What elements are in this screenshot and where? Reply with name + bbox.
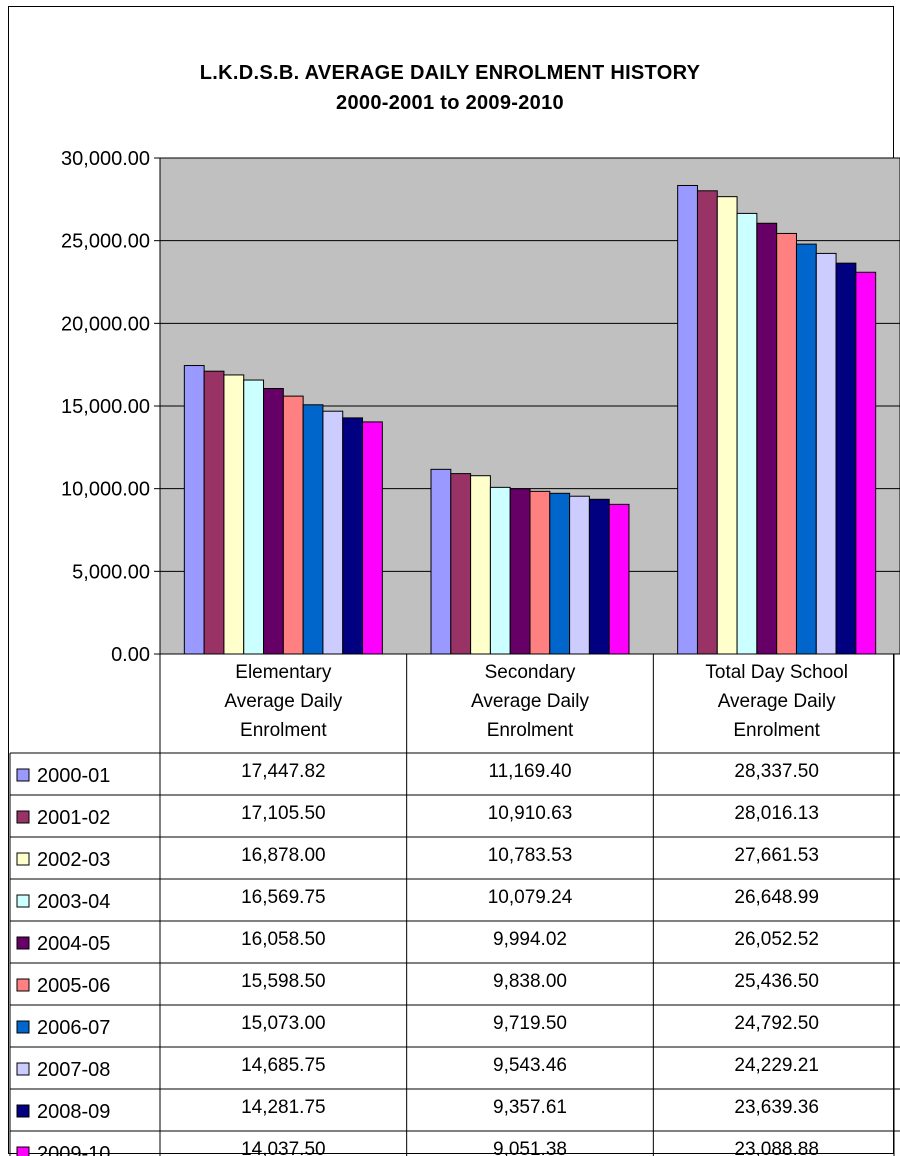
data-label: 15,073.00 — [241, 1013, 326, 1034]
bar — [776, 232, 797, 655]
bar — [263, 387, 284, 655]
data-label: 9,994.02 — [493, 929, 567, 950]
bar — [282, 395, 304, 655]
bar — [489, 486, 511, 655]
category-label: Enrolment — [487, 720, 574, 741]
data-label: 11,169.40 — [488, 761, 571, 782]
bar — [362, 421, 383, 655]
data-label: 14,685.75 — [241, 1055, 326, 1076]
data-label: 16,569.75 — [241, 887, 326, 908]
bar — [835, 262, 857, 655]
bar — [795, 243, 817, 655]
legend-swatch — [16, 1020, 30, 1034]
bar — [183, 365, 205, 655]
category-label: Total Day School — [705, 662, 848, 683]
data-label: 10,079.24 — [488, 887, 573, 908]
bar — [677, 184, 698, 655]
bar — [430, 468, 452, 655]
y-tick-label: 25,000.00 — [61, 231, 150, 253]
y-tick-label: 20,000.00 — [61, 313, 150, 335]
data-label: 24,229.21 — [734, 1055, 819, 1076]
legend-label: 2003-04 — [37, 891, 110, 913]
legend-swatch — [16, 1104, 30, 1118]
data-label: 24,792.50 — [734, 1013, 819, 1034]
legend-swatch — [16, 1146, 30, 1156]
bar — [243, 379, 265, 655]
chart-subtitle: 2000-2001 to 2009-2010 — [336, 92, 564, 114]
category-label: Enrolment — [240, 720, 327, 741]
data-label: 9,719.50 — [493, 1013, 567, 1034]
data-label: 25,436.50 — [734, 971, 819, 992]
data-label: 27,661.53 — [734, 845, 819, 866]
legend-label: 2001-02 — [37, 807, 110, 829]
bar — [450, 473, 472, 655]
bar — [470, 475, 491, 655]
bar — [696, 190, 718, 655]
bar — [608, 503, 630, 655]
y-tick-label: 0.00 — [111, 644, 150, 666]
data-label: 9,838.00 — [493, 971, 567, 992]
data-label: 16,878.00 — [241, 845, 326, 866]
bar — [716, 196, 738, 655]
chart-title: L.K.D.S.B. AVERAGE DAILY ENROLMENT HISTO… — [199, 62, 701, 84]
data-label: 10,910.63 — [488, 803, 573, 824]
legend-label: 2000-01 — [37, 765, 110, 787]
data-label: 28,337.50 — [734, 761, 819, 782]
y-tick-label: 10,000.00 — [61, 479, 150, 501]
category-label: Average Daily — [718, 691, 836, 712]
legend-label: 2008-09 — [37, 1101, 110, 1123]
category-label: Enrolment — [733, 720, 820, 741]
bar — [569, 495, 590, 655]
data-label: 23,088.88 — [734, 1139, 819, 1156]
data-label: 26,052.52 — [734, 929, 819, 950]
legend-label: 2002-03 — [37, 849, 110, 871]
legend-swatch — [16, 894, 30, 908]
bar — [736, 212, 758, 655]
y-tick-label: 15,000.00 — [61, 396, 150, 418]
category-label: Elementary — [235, 662, 332, 683]
bar — [509, 488, 531, 655]
bar — [203, 370, 225, 655]
bar — [529, 490, 551, 655]
data-label: 14,037.50 — [241, 1139, 326, 1156]
data-label: 9,051.38 — [493, 1139, 567, 1156]
legend-swatch — [16, 936, 30, 950]
bar — [322, 410, 344, 655]
bar — [223, 374, 245, 655]
legend-swatch — [16, 768, 30, 782]
bar — [549, 492, 571, 655]
legend-label: 2006-07 — [37, 1017, 110, 1039]
legend-label: 2007-08 — [37, 1059, 110, 1081]
data-label: 17,447.82 — [241, 761, 326, 782]
category-label: Average Daily — [471, 691, 589, 712]
y-tick-label: 30,000.00 — [61, 148, 150, 170]
data-label: 23,639.36 — [734, 1097, 819, 1118]
data-label: 17,105.50 — [241, 803, 326, 824]
bar — [588, 498, 610, 655]
data-label: 16,058.50 — [241, 929, 326, 950]
legend-label: 2005-06 — [37, 975, 110, 997]
legend-swatch — [16, 978, 30, 992]
data-label: 9,543.46 — [493, 1055, 567, 1076]
bar — [302, 404, 324, 655]
data-label: 26,648.99 — [734, 887, 819, 908]
legend-swatch — [16, 852, 30, 866]
legend-swatch — [16, 810, 30, 824]
data-label: 28,016.13 — [734, 803, 819, 824]
bar — [756, 222, 778, 655]
category-label: Secondary — [485, 662, 576, 683]
bar — [815, 252, 837, 655]
legend-label: 2009-10 — [37, 1143, 110, 1156]
legend-label: 2004-05 — [37, 933, 110, 955]
data-label: 14,281.75 — [241, 1097, 326, 1118]
data-label: 15,598.50 — [241, 971, 326, 992]
bar — [855, 271, 877, 655]
data-label: 10,783.53 — [488, 845, 573, 866]
category-label: Average Daily — [224, 691, 342, 712]
y-tick-label: 5,000.00 — [72, 561, 150, 583]
legend-swatch — [16, 1062, 30, 1076]
bar — [342, 417, 364, 655]
data-label: 9,357.61 — [493, 1097, 567, 1118]
